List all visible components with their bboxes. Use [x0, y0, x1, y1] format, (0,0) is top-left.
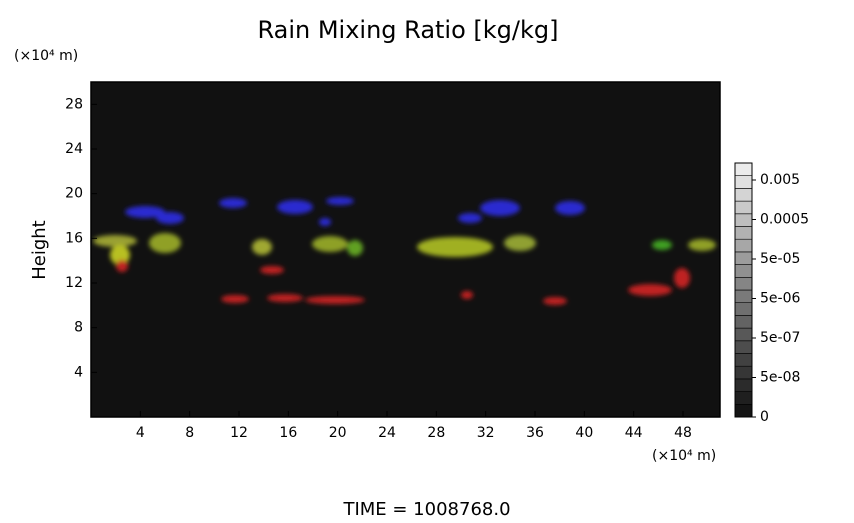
blob [252, 239, 272, 255]
colorbar-cell [734, 315, 753, 329]
blob [480, 200, 520, 216]
x-unit: (×10⁴ m) [652, 448, 716, 464]
blob [305, 296, 365, 304]
y-tick-label: 24 [65, 141, 83, 157]
blob [116, 260, 128, 272]
blob [219, 198, 247, 208]
colorbar-cell [734, 378, 753, 392]
blob [125, 206, 165, 218]
blob [417, 237, 493, 257]
y-tick-label: 28 [65, 96, 83, 112]
colorbar-cell [734, 238, 753, 253]
colorbar-label: 5e-06 [760, 291, 800, 307]
blob [260, 266, 284, 274]
x-tick-label: 32 [477, 425, 495, 441]
y-tick-label: 20 [65, 186, 83, 202]
x-tick-label: 48 [674, 425, 692, 441]
blob [277, 200, 313, 214]
colorbar-cell [734, 353, 753, 367]
blob [110, 245, 130, 265]
colorbar-cell [734, 276, 753, 291]
y-tick-label: 4 [74, 364, 83, 380]
blob [326, 197, 354, 205]
footer: TIME = 1008768.0 [342, 499, 510, 519]
x-tick-label: 28 [427, 425, 445, 441]
colorbar-cell [734, 365, 753, 380]
plot-area [91, 82, 720, 417]
x-tick-label: 4 [136, 425, 145, 441]
blob [461, 291, 473, 299]
blob [674, 268, 690, 288]
colorbar-label: 0.0005 [760, 212, 809, 228]
colorbar-label: 5e-05 [760, 251, 800, 267]
y-axis-label: Height [29, 220, 50, 280]
colorbar-cell [734, 403, 753, 418]
x-tick-label: 36 [526, 425, 544, 441]
x-tick-label: 8 [185, 425, 194, 441]
colorbar-cell [734, 391, 753, 405]
x-tick-label: 40 [575, 425, 593, 441]
blob [555, 201, 585, 215]
colorbar-cell [734, 175, 753, 189]
blob [458, 213, 482, 223]
chart-title: Rain Mixing Ratio [kg/kg] [257, 16, 558, 44]
colorbar-label: 5e-07 [760, 330, 800, 346]
blob [543, 297, 567, 305]
y-unit: (×10⁴ m) [14, 48, 78, 64]
colorbar-label: 0.005 [760, 172, 800, 188]
blob [149, 233, 181, 253]
plot-frame [90, 81, 721, 418]
y-tick-label: 16 [65, 230, 83, 246]
blob [319, 218, 331, 226]
colorbar-cell [734, 340, 753, 354]
colorbar-cell [734, 327, 753, 342]
colorbar-cell [734, 251, 753, 265]
blob [688, 239, 716, 251]
colorbar-cell [734, 188, 753, 202]
colorbar-cell [734, 200, 753, 215]
blob [267, 294, 303, 302]
blob [221, 295, 249, 303]
blob [504, 235, 536, 251]
blob [628, 284, 672, 296]
y-tick-label: 8 [74, 320, 83, 336]
field [93, 197, 716, 305]
colorbar-cell [734, 162, 753, 176]
colorbar-cell [734, 264, 753, 278]
colorbar-cell [734, 226, 753, 240]
blob [312, 236, 348, 252]
x-tick-label: 24 [378, 425, 396, 441]
colorbar-cell [734, 289, 753, 303]
colorbar-frame [734, 162, 753, 418]
colorbar-cell [734, 302, 753, 316]
colorbar-label: 5e-08 [760, 370, 800, 386]
blob [156, 212, 184, 224]
blob [652, 240, 672, 250]
blob [347, 240, 363, 256]
blob [93, 235, 137, 247]
x-tick-label: 20 [329, 425, 347, 441]
x-tick-label: 44 [625, 425, 643, 441]
colorbar-label: 0 [760, 409, 769, 425]
y-tick-label: 12 [65, 275, 83, 291]
x-tick-label: 16 [279, 425, 297, 441]
x-tick-label: 12 [230, 425, 248, 441]
colorbar-cell [734, 213, 753, 227]
